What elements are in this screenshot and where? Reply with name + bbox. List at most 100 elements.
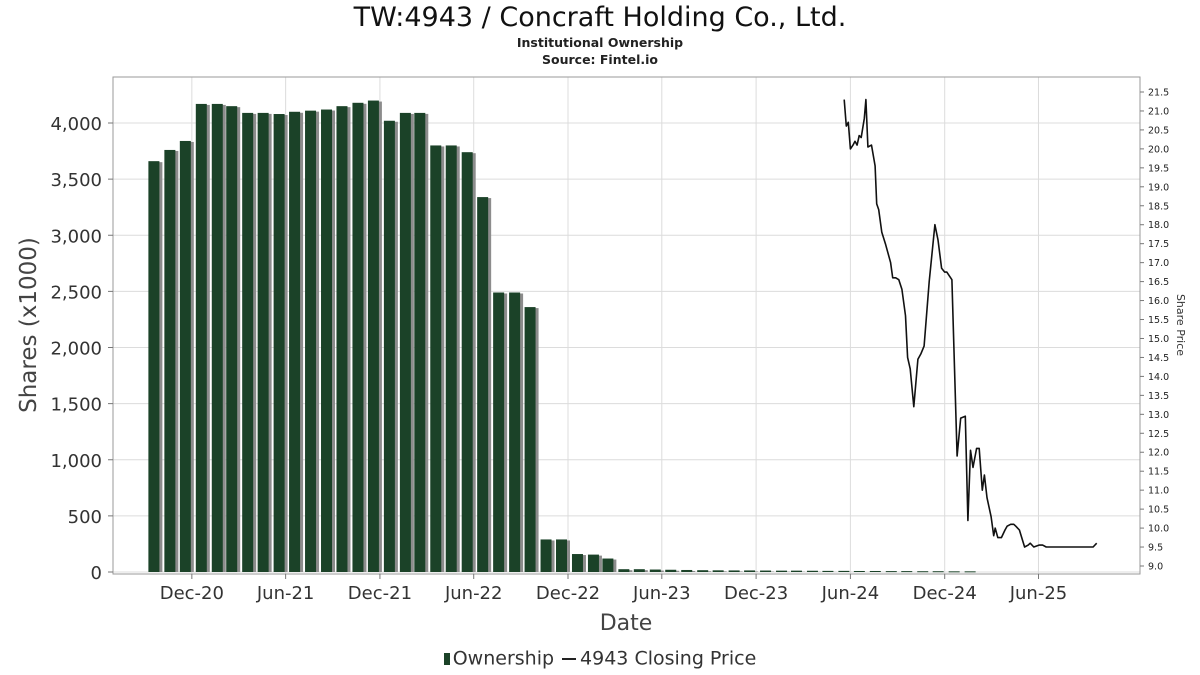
chart-title: TW:4943 / Concraft Holding Co., Ltd. xyxy=(353,2,847,33)
ownership-bar xyxy=(885,571,897,573)
y-tick-label: 4,000 xyxy=(50,114,102,135)
y2-tick-label: 15.5 xyxy=(1148,315,1169,326)
ownership-bar xyxy=(806,570,818,572)
y2-tick-label: 16.5 xyxy=(1148,277,1169,288)
ownership-bar xyxy=(744,570,756,572)
ownership-bar xyxy=(964,571,976,573)
y2-tick-label: 17.5 xyxy=(1148,239,1169,250)
x-tick-label: Jun-22 xyxy=(444,583,503,604)
ownership-bar xyxy=(790,570,802,572)
ownership-bar xyxy=(760,570,772,572)
ownership-bar xyxy=(414,112,426,573)
chart-subtitle: Institutional Ownership xyxy=(516,35,684,50)
y2-tick-label: 10.0 xyxy=(1148,524,1169,535)
price-line xyxy=(843,98,1098,548)
chart-legend: Ownership 4943 Closing Price xyxy=(0,647,1200,670)
price-legend-swatch xyxy=(562,657,577,660)
y2-tick-label: 12.5 xyxy=(1148,429,1169,440)
x-tick-label: Dec-22 xyxy=(536,583,600,604)
y-tick-label: 2,000 xyxy=(50,339,102,360)
ownership-bar xyxy=(728,570,740,572)
x-tick-label: Dec-21 xyxy=(348,583,412,604)
x-tick-label: Dec-20 xyxy=(160,583,224,604)
x-tick-label: Jun-21 xyxy=(256,583,315,604)
ownership-bar xyxy=(681,569,693,572)
y-tick-label: 1,500 xyxy=(50,395,102,416)
ownership-bar xyxy=(776,570,788,572)
ownership-bar xyxy=(571,554,583,572)
ownership-bar xyxy=(493,292,505,572)
ownership-bar xyxy=(869,570,881,572)
ownership-bar xyxy=(445,145,457,572)
y-tick-label: 3,500 xyxy=(50,170,102,191)
ownership-bar xyxy=(948,571,960,573)
y-tick-label: 3,000 xyxy=(50,226,102,247)
ownership-bar xyxy=(211,103,223,572)
y2-tick-label: 14.5 xyxy=(1148,353,1169,364)
ownership-bar xyxy=(383,120,395,572)
x-tick-label: Dec-24 xyxy=(913,583,977,604)
ownership-bar xyxy=(618,569,630,572)
y2-tick-label: 19.5 xyxy=(1148,163,1169,174)
y-tick-label: 0 xyxy=(91,563,102,584)
ownership-bar xyxy=(273,114,285,573)
x-axis-label: Date xyxy=(600,611,653,636)
y-axis-label: Shares (x1000) xyxy=(16,237,42,413)
ownership-bar xyxy=(712,570,724,572)
legend-price-label: 4943 Closing Price xyxy=(580,647,757,670)
plot-area-frame xyxy=(112,76,1141,575)
ownership-bar xyxy=(853,570,865,572)
ownership-bar xyxy=(524,307,536,572)
ownership-bar xyxy=(917,571,929,573)
ownership-bar xyxy=(461,152,473,572)
ownership-bar xyxy=(430,145,442,572)
ownership-bar xyxy=(336,106,348,572)
ownership-bar xyxy=(195,103,207,572)
y2-tick-label: 19.0 xyxy=(1148,182,1169,193)
x-tick-label: Jun-25 xyxy=(1009,583,1068,604)
y2-tick-label: 9.0 xyxy=(1148,562,1163,573)
legend-ownership-label: Ownership xyxy=(452,647,555,670)
y-tick-label: 2,500 xyxy=(50,282,102,303)
ownership-bar xyxy=(649,569,661,572)
y-tick-label: 500 xyxy=(68,507,102,528)
ownership-bar xyxy=(289,111,301,573)
ownership-bar xyxy=(587,554,599,572)
y2-tick-label: 18.5 xyxy=(1148,201,1169,212)
ownership-bar xyxy=(305,110,317,572)
axes: 0 500 1,000 1,500 2,000 2,500 3,000 3,500 4,000 9… xyxy=(50,88,1169,605)
y2-tick-label: 13.5 xyxy=(1148,391,1169,402)
y2-tick-label: 21.0 xyxy=(1148,106,1169,117)
y2-tick-label: 16.0 xyxy=(1148,296,1169,307)
ownership-bar xyxy=(822,570,834,572)
y2-tick-label: 21.5 xyxy=(1148,88,1169,99)
ownership-bar xyxy=(555,539,567,572)
ownership-bar xyxy=(148,161,160,573)
ownership-bar xyxy=(901,571,913,573)
y2-tick-label: 13.0 xyxy=(1148,410,1169,421)
ownership-bar xyxy=(540,539,552,572)
y2-tick-label: 15.0 xyxy=(1148,334,1169,345)
y-tick-label: 1,000 xyxy=(50,451,102,472)
ownership-bar xyxy=(932,571,944,573)
ownership-bar xyxy=(352,102,364,573)
ownership-bar xyxy=(257,112,269,573)
ownership-bars xyxy=(148,100,976,573)
ownership-bar xyxy=(633,569,645,572)
ownership-legend-swatch xyxy=(443,652,450,665)
ownership-bar xyxy=(164,149,176,572)
ownership-bar xyxy=(602,558,614,572)
y2-tick-label: 14.0 xyxy=(1148,372,1169,383)
ownership-bar xyxy=(697,570,709,572)
ownership-bar xyxy=(321,109,333,572)
ownership-bar xyxy=(665,569,677,572)
y2-tick-label: 9.5 xyxy=(1148,543,1163,554)
ownership-bar xyxy=(477,197,489,572)
x-tick-label: Dec-23 xyxy=(724,583,788,604)
y2-tick-label: 17.0 xyxy=(1148,258,1169,269)
ownership-bar xyxy=(367,100,379,573)
ownership-bar xyxy=(399,112,411,573)
y2-tick-label: 11.5 xyxy=(1148,467,1169,478)
y2-tick-label: 12.0 xyxy=(1148,448,1169,459)
ownership-bar xyxy=(242,112,254,573)
